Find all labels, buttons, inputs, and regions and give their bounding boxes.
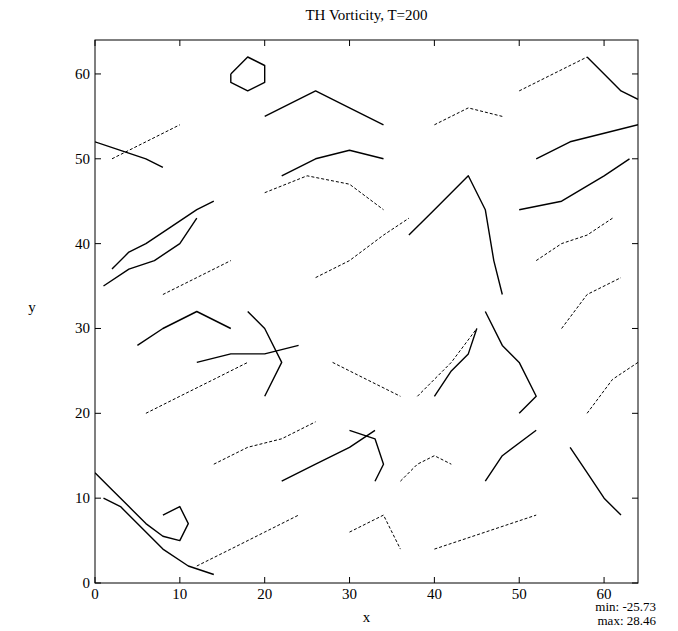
contour-line: [350, 515, 401, 549]
chart: TH Vorticity, T=200 0 10 20 30 40 50 60 0 10 20 30 4…: [0, 0, 678, 631]
x-tick: [434, 577, 435, 583]
contour-line: [434, 329, 476, 397]
title: TH Vorticity, T=200: [305, 7, 427, 23]
contour-line: [417, 329, 476, 397]
contour-line: [95, 142, 163, 168]
contour-line: [587, 57, 638, 99]
contour-line: [104, 498, 214, 574]
contour-line: [137, 312, 230, 346]
x-tick: [604, 577, 605, 583]
x-tick-label: 10: [172, 586, 187, 602]
x-tick-label: 40: [427, 586, 442, 602]
y-tick-right: [632, 498, 638, 499]
x-tick: [95, 577, 96, 583]
x-tick-top: [179, 40, 180, 46]
x-tick-top: [434, 40, 435, 46]
x-tick-top: [349, 40, 350, 46]
x-tick-label: 20: [257, 586, 272, 602]
contour-line: [485, 312, 536, 414]
y-tick-right: [632, 413, 638, 414]
contour-line: [485, 430, 536, 481]
y-tick-label: 10: [75, 490, 90, 506]
contour-line: [434, 108, 502, 125]
contour-line: [214, 422, 316, 464]
annotation: max: 28.46: [598, 613, 657, 628]
annotation: min: -25.73: [595, 599, 656, 614]
contour-line: [104, 218, 197, 286]
y-tick-right: [632, 73, 638, 74]
contour-line: [409, 176, 502, 295]
contour-line: [95, 473, 188, 541]
y-axis-title: y: [28, 299, 36, 315]
contour-line: [282, 150, 384, 176]
y-tick-label: 0: [83, 575, 91, 591]
contour-line: [519, 159, 629, 210]
x-tick-label: 0: [91, 586, 99, 602]
contours: [95, 57, 638, 575]
contour-line: [265, 176, 384, 210]
plot-frame: [95, 40, 638, 583]
y-tick-right: [632, 243, 638, 244]
y-tick-label: 50: [75, 151, 90, 167]
x-tick: [349, 577, 350, 583]
contour-line: [400, 456, 451, 482]
contour-line: [112, 201, 214, 269]
y-tick: [95, 73, 101, 74]
contour-line: [112, 125, 180, 159]
contour-line: [536, 218, 612, 260]
x-tick-top: [604, 40, 605, 46]
contour-line: [562, 278, 621, 329]
y-tick: [95, 413, 101, 414]
x-tick: [519, 577, 520, 583]
x-tick: [264, 577, 265, 583]
contour-line: [197, 345, 299, 362]
x-tick-label: 30: [342, 586, 357, 602]
y-tick-label: 60: [75, 66, 90, 82]
y-tick: [95, 158, 101, 159]
y-tick-right: [632, 158, 638, 159]
x-axis-title: x: [363, 609, 371, 625]
x-tick-top: [95, 40, 96, 46]
x-tick: [179, 577, 180, 583]
x-tick-label: 50: [512, 586, 527, 602]
contour-line: [316, 218, 409, 277]
contour-line: [197, 515, 299, 566]
y-tick: [95, 583, 101, 584]
contour-line: [587, 362, 638, 413]
y-tick: [95, 328, 101, 329]
y-tick-label: 30: [75, 320, 90, 336]
y-tick-right: [632, 583, 638, 584]
x-tick-top: [519, 40, 520, 46]
contour-line: [333, 362, 401, 396]
contour-line: [282, 430, 375, 481]
contour-line: [570, 447, 621, 515]
y-tick-label: 20: [75, 405, 90, 421]
contour-line: [536, 125, 638, 159]
y-tick: [95, 498, 101, 499]
y-tick: [95, 243, 101, 244]
contour-line: [163, 261, 231, 295]
contour-line: [434, 515, 536, 549]
contour-line: [146, 362, 248, 413]
y-tick-label: 40: [75, 236, 90, 252]
contour-line: [519, 57, 587, 91]
x-tick-top: [264, 40, 265, 46]
contour-line: [350, 430, 384, 481]
contour-line: [231, 57, 265, 91]
contour-line: [265, 91, 384, 125]
y-tick-right: [632, 328, 638, 329]
